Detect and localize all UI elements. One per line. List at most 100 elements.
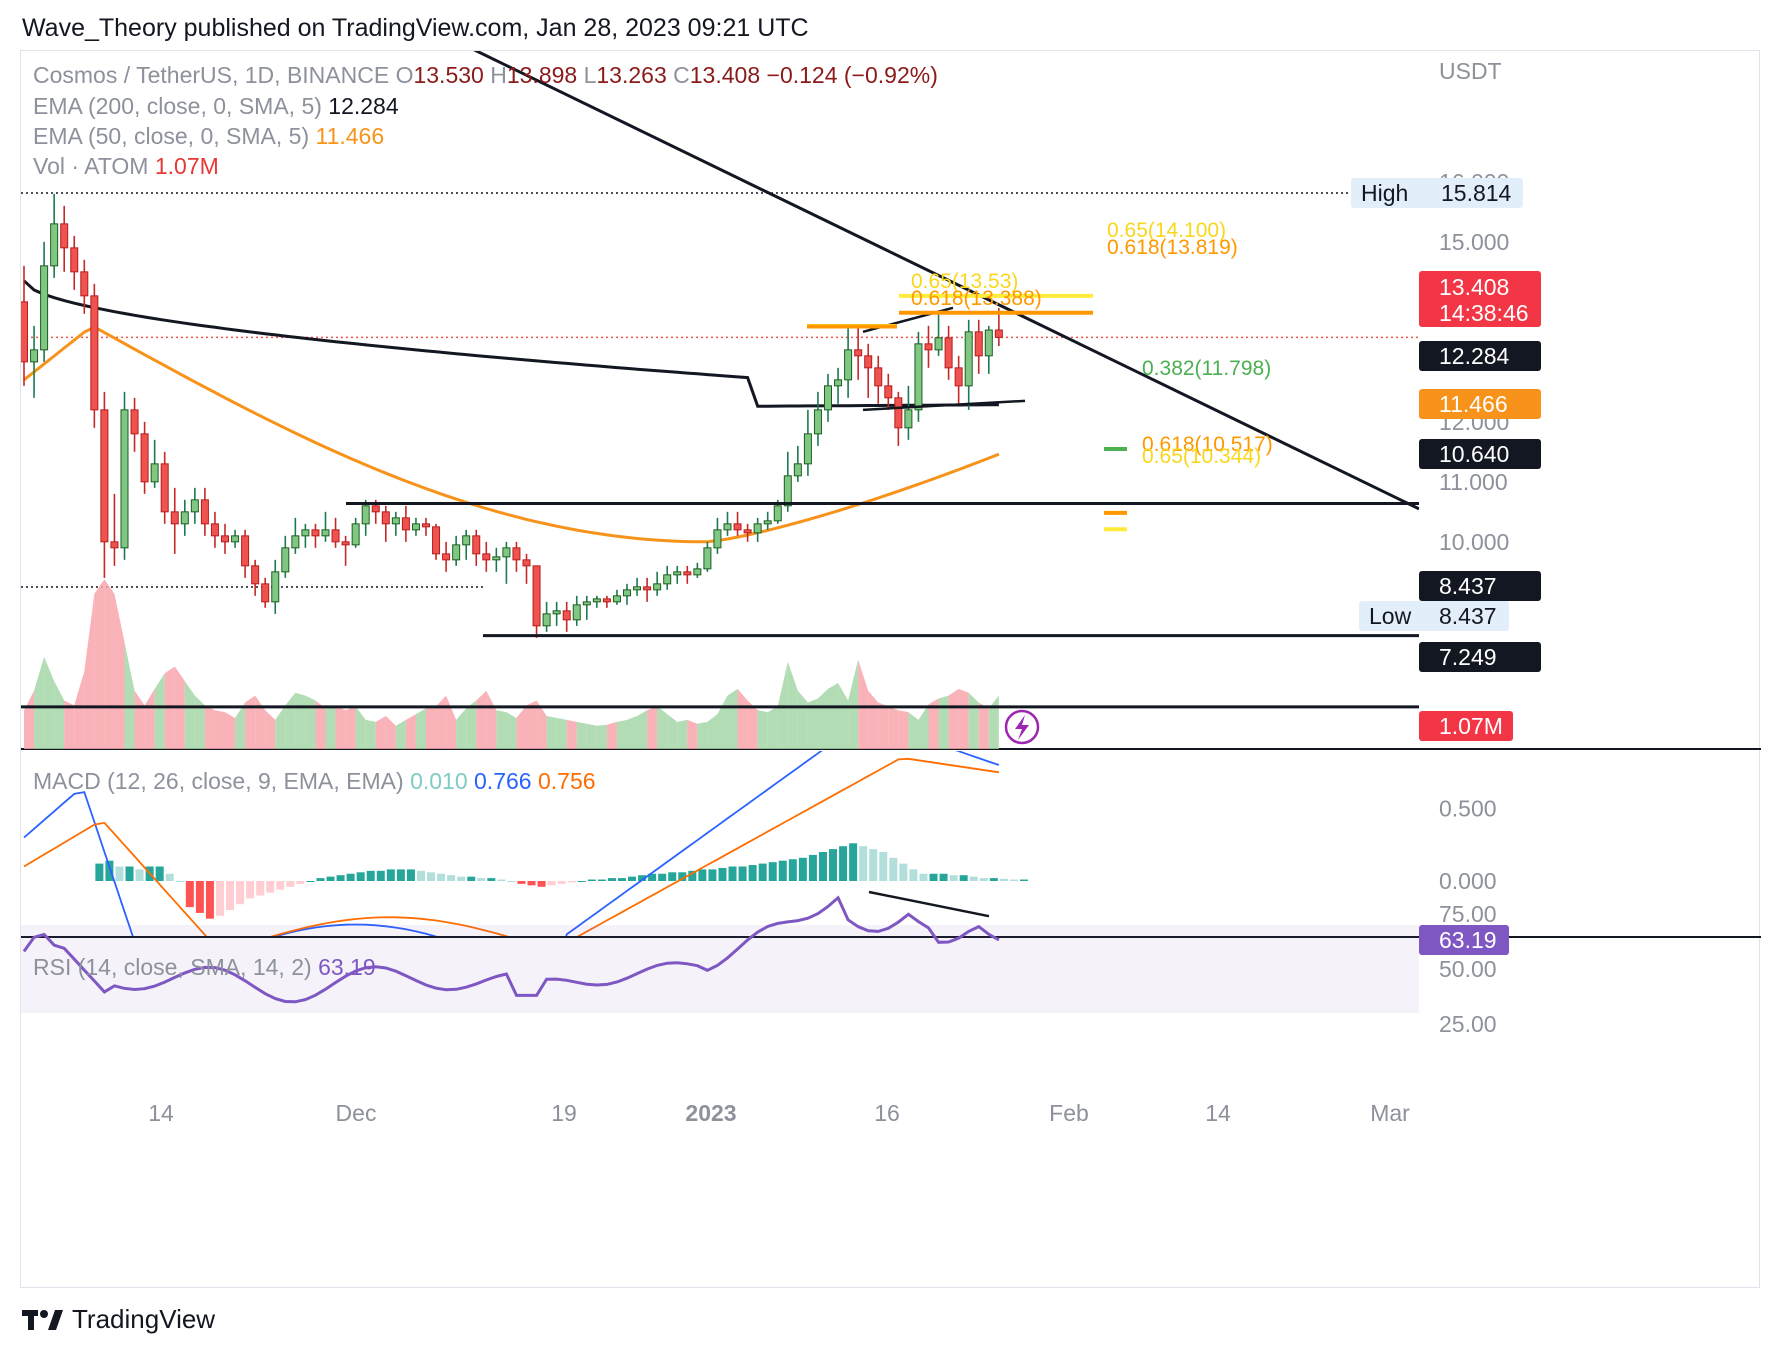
volume-area-segment [697, 721, 708, 749]
volume-area-segment [928, 698, 939, 749]
candle-body [793, 463, 802, 477]
rsi-axis-tick: 50.00 [1439, 956, 1497, 982]
candle-body [331, 529, 340, 543]
candle-body [110, 541, 119, 549]
macd-histogram-bar [547, 881, 556, 886]
legend-o-label: O [396, 62, 414, 88]
legend-macd: MACD (12, 26, close, 9, EMA, EMA) 0.010 … [33, 768, 596, 794]
volume-area-segment [878, 702, 889, 749]
legend-change: −0.124 (−0.92%) [767, 62, 938, 88]
macd-histogram-bar [336, 875, 345, 881]
macd-histogram-bar [346, 873, 355, 881]
candle-body [964, 331, 973, 387]
volume-area-segment [325, 705, 336, 749]
chart-frame[interactable]: 0.65(14.100) 0.618(13.819) 0.65(13.53) 0.61… [20, 50, 1761, 1289]
candle-body [502, 547, 511, 558]
macd-histogram-bar [969, 876, 978, 881]
volume-area-segment [476, 690, 487, 749]
candle-body [683, 571, 692, 576]
macd-histogram-bar [628, 876, 637, 881]
volume-area-segment [938, 695, 949, 749]
legend-ema50: EMA (50, close, 0, SMA, 5) 11.466 [33, 123, 384, 149]
volume-area-segment [717, 695, 728, 749]
candle-body [602, 598, 611, 603]
tradingview-logo-icon [22, 1306, 64, 1334]
volume-area-segment [817, 688, 828, 749]
volume-area-segment [134, 690, 145, 749]
legend-ema200-label: EMA (200, close, 0, SMA, 5) [33, 93, 328, 119]
volume-area-segment [355, 706, 366, 749]
candle-body [30, 349, 39, 363]
candle-body [844, 349, 853, 381]
volume-area-segment [807, 698, 818, 749]
macd-histogram-bar [617, 878, 626, 881]
support-tag-bg [1419, 439, 1541, 469]
candle-body [80, 271, 89, 297]
volume-area-segment [978, 702, 989, 749]
macd-histogram-bar [226, 881, 235, 910]
volume-area-segment [787, 661, 798, 749]
brand[interactable]: TradingView [22, 1304, 215, 1335]
candle-body [522, 559, 531, 567]
candle-body [592, 598, 601, 603]
volume-area-segment [84, 593, 95, 749]
volume-area-segment [727, 688, 738, 749]
volume-area-segment [265, 710, 276, 749]
candle-body [904, 409, 913, 429]
price-axis-tick: 11.000 [1439, 469, 1508, 495]
macd-histogram-bar [165, 873, 174, 881]
volume-area-segment [606, 721, 617, 749]
volume-area-segment [466, 700, 477, 749]
volume-area-segment [586, 723, 597, 749]
candle-body [874, 367, 883, 387]
time-axis-tick: Feb [1049, 1100, 1089, 1126]
macd-histogram-bar [638, 875, 647, 881]
macd-histogram-bar [537, 881, 546, 887]
brand-name: TradingView [72, 1304, 216, 1334]
volume-area-segment [365, 719, 376, 749]
support-tag: 10.640 [1439, 441, 1509, 467]
candle-body [713, 529, 722, 549]
candle-body [824, 385, 832, 411]
volume-area-segment [154, 673, 165, 749]
volume-area-segment [225, 712, 236, 749]
candle-body [341, 541, 350, 546]
macd-histogram-bar [728, 866, 737, 881]
chart-canvas[interactable]: 0.65(14.100)0.618(13.819)0.65(13.53)0.61… [21, 51, 1761, 1289]
volume-area-segment [566, 719, 577, 749]
candle-body [90, 295, 99, 411]
legend-ema50-value: 11.466 [316, 123, 385, 149]
candle-body [321, 529, 330, 537]
volume-area-segment [707, 714, 718, 749]
volume-area-segment [627, 716, 638, 749]
volume-area-segment [828, 683, 839, 749]
candle-body [311, 529, 320, 537]
macd-histogram-bar [316, 878, 325, 881]
candle-body [40, 265, 49, 351]
candle-body [944, 337, 953, 369]
candle-body [612, 595, 621, 603]
candle-body [411, 523, 420, 531]
price-axis-tick: 10.000 [1439, 529, 1509, 555]
candle-body [864, 355, 873, 369]
candle-body [442, 553, 451, 561]
candle-body [733, 523, 742, 531]
candle-body [351, 523, 360, 546]
candle-body [492, 556, 501, 561]
volume-area-segment [295, 692, 306, 749]
macd-histogram-bar [195, 881, 204, 913]
macd-histogram-bar [607, 878, 616, 881]
low-box [1359, 601, 1509, 631]
volume-area-segment [235, 702, 246, 749]
candle-body [763, 520, 772, 525]
volume-tag-bg [1419, 711, 1513, 741]
macd-histogram-bar [296, 881, 305, 884]
macd-histogram-bar [979, 878, 988, 881]
high-value: 15.814 [1441, 180, 1512, 206]
candle-body [371, 505, 380, 513]
macd-histogram-bar [386, 869, 395, 881]
legend-macd-hist: 0.010 [410, 768, 474, 794]
candle-body [452, 544, 461, 561]
candle-body [974, 331, 983, 357]
level-7249-tag: 7.249 [1439, 644, 1497, 670]
